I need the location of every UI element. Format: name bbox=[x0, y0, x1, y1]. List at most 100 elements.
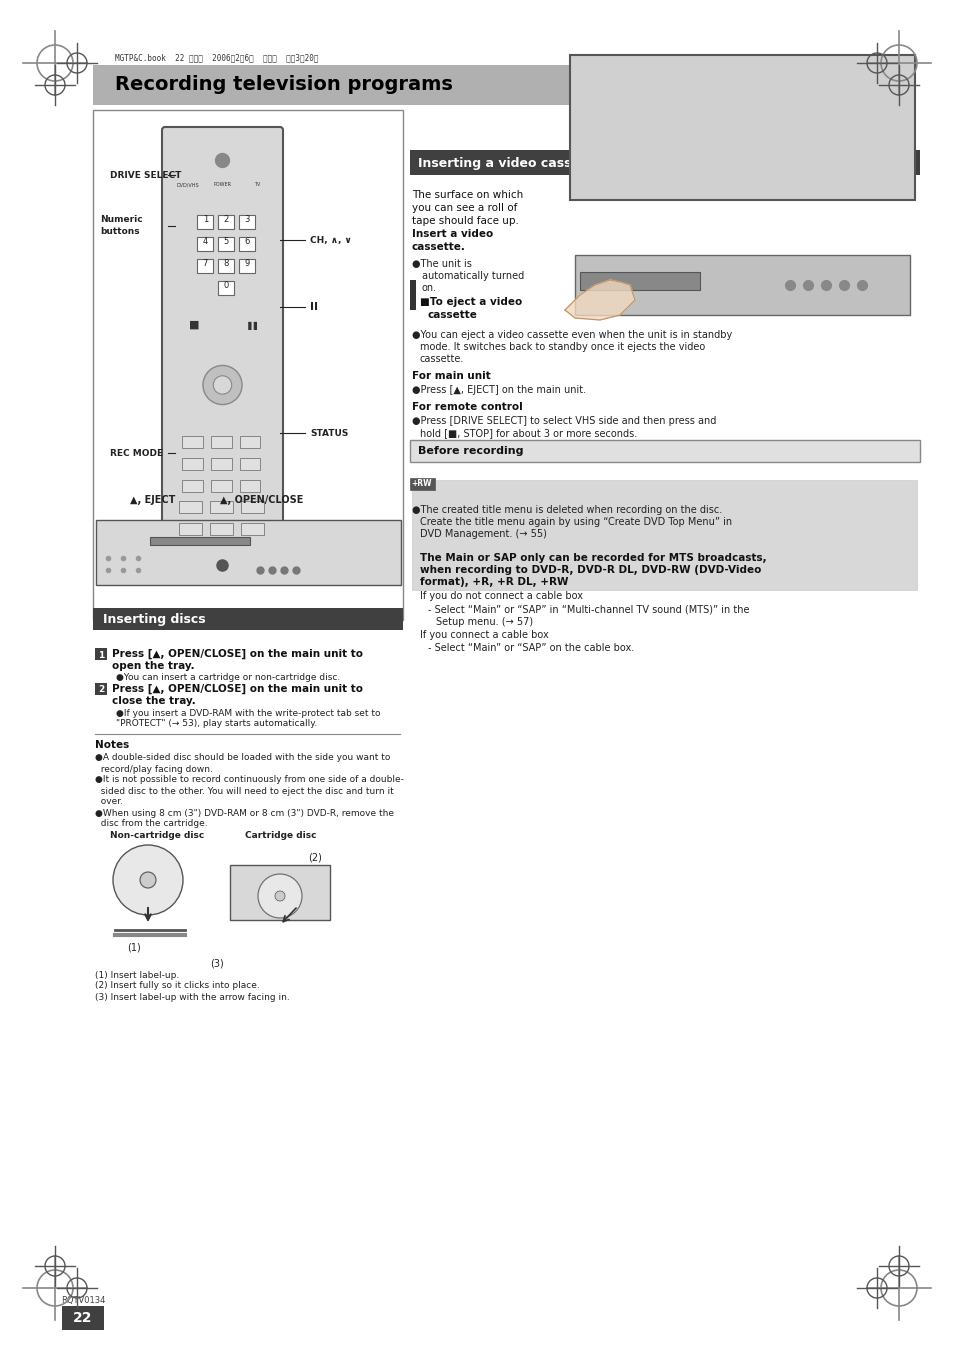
FancyBboxPatch shape bbox=[162, 127, 283, 563]
Text: +RW: +RW bbox=[412, 480, 432, 489]
Text: The Main or SAP only can be recorded for MTS broadcasts,: The Main or SAP only can be recorded for… bbox=[419, 553, 766, 563]
Bar bbox=[230, 865, 330, 920]
Text: 2: 2 bbox=[98, 685, 104, 694]
Bar bbox=[150, 536, 250, 544]
Text: ●Press [▲, EJECT] on the main unit.: ●Press [▲, EJECT] on the main unit. bbox=[412, 385, 585, 394]
Bar bbox=[96, 520, 400, 585]
Bar bbox=[217, 236, 233, 251]
Text: II: II bbox=[310, 303, 317, 312]
Text: cassette.: cassette. bbox=[419, 354, 464, 363]
Text: (2) Insert fully so it clicks into place.: (2) Insert fully so it clicks into place… bbox=[95, 981, 259, 990]
Circle shape bbox=[213, 376, 232, 394]
Bar bbox=[210, 523, 233, 535]
Text: Press [▲, OPEN/CLOSE] on the main unit to: Press [▲, OPEN/CLOSE] on the main unit t… bbox=[112, 648, 363, 659]
Bar bbox=[92, 109, 402, 620]
Text: Before recording: Before recording bbox=[417, 446, 523, 457]
Polygon shape bbox=[564, 280, 635, 320]
Text: ●When using 8 cm (3") DVD-RAM or 8 cm (3") DVD-R, remove the: ●When using 8 cm (3") DVD-RAM or 8 cm (3… bbox=[95, 808, 394, 817]
Text: Cartridge disc: Cartridge disc bbox=[245, 831, 316, 840]
Text: For remote control: For remote control bbox=[412, 403, 522, 412]
Text: Inserting discs: Inserting discs bbox=[103, 612, 206, 626]
Text: sided disc to the other. You will need to eject the disc and turn it: sided disc to the other. You will need t… bbox=[95, 786, 394, 796]
Bar bbox=[241, 523, 264, 535]
Bar bbox=[62, 1306, 104, 1329]
Circle shape bbox=[257, 874, 302, 917]
Bar bbox=[182, 436, 203, 449]
Text: 5: 5 bbox=[223, 238, 229, 246]
Text: - Select “Main” or “SAP” on the cable box.: - Select “Main” or “SAP” on the cable bo… bbox=[428, 643, 634, 653]
Bar bbox=[579, 272, 700, 290]
Bar bbox=[410, 150, 919, 176]
Text: TV: TV bbox=[253, 182, 260, 188]
Bar bbox=[239, 458, 260, 470]
Text: DVD Management. (→ 55): DVD Management. (→ 55) bbox=[419, 530, 546, 539]
Text: (3) Insert label-up with the arrow facing in.: (3) Insert label-up with the arrow facin… bbox=[95, 993, 290, 1001]
Bar bbox=[217, 281, 233, 295]
Text: MGTP&C.book  22 ページ  2006年2月6日  月曜日  午後3時20分: MGTP&C.book 22 ページ 2006年2月6日 月曜日 午後3時20分 bbox=[115, 54, 318, 62]
Bar bbox=[238, 215, 254, 230]
Text: Recording television programs: Recording television programs bbox=[115, 76, 453, 95]
Text: (3): (3) bbox=[210, 958, 224, 969]
Text: STATUS: STATUS bbox=[310, 428, 348, 438]
Bar bbox=[178, 523, 202, 535]
Text: The surface on which: The surface on which bbox=[412, 190, 522, 200]
Text: Insert a video: Insert a video bbox=[412, 230, 493, 239]
Text: If you do not connect a cable box: If you do not connect a cable box bbox=[419, 590, 582, 601]
Circle shape bbox=[112, 844, 183, 915]
Bar bbox=[217, 215, 233, 230]
Bar bbox=[95, 648, 107, 661]
Bar bbox=[410, 440, 919, 462]
Text: - Select “Main” or “SAP” in “Multi-channel TV sound (MTS)” in the: - Select “Main” or “SAP” in “Multi-chann… bbox=[428, 604, 749, 613]
Text: hold [■, STOP] for about 3 or more seconds.: hold [■, STOP] for about 3 or more secon… bbox=[419, 428, 637, 438]
Text: 7: 7 bbox=[202, 259, 208, 269]
Text: ▲, OPEN/CLOSE: ▲, OPEN/CLOSE bbox=[220, 494, 303, 505]
Text: ▐▐: ▐▐ bbox=[245, 320, 257, 330]
Bar bbox=[211, 458, 232, 470]
Bar bbox=[410, 280, 416, 309]
Text: RQTV0134: RQTV0134 bbox=[61, 1296, 105, 1305]
Text: Notes: Notes bbox=[95, 740, 129, 750]
Text: ■To eject a video: ■To eject a video bbox=[419, 297, 521, 307]
Bar bbox=[197, 236, 213, 251]
Bar bbox=[178, 501, 202, 513]
Text: disc from the cartridge.: disc from the cartridge. bbox=[95, 820, 208, 828]
Text: on.: on. bbox=[421, 282, 436, 293]
Text: (1): (1) bbox=[127, 942, 141, 952]
Text: 1: 1 bbox=[202, 216, 208, 224]
Text: ▲, EJECT: ▲, EJECT bbox=[130, 494, 175, 505]
Text: Numeric: Numeric bbox=[100, 216, 143, 224]
Bar bbox=[197, 259, 213, 273]
Text: DRIVE SELECT: DRIVE SELECT bbox=[110, 170, 181, 180]
Text: 9: 9 bbox=[244, 259, 249, 269]
Text: when recording to DVD-R, DVD-R DL, DVD-RW (DVD-Video: when recording to DVD-R, DVD-R DL, DVD-R… bbox=[419, 565, 760, 576]
Text: For main unit: For main unit bbox=[412, 372, 490, 381]
Bar bbox=[92, 65, 861, 105]
Bar bbox=[92, 608, 402, 630]
Text: POWER: POWER bbox=[213, 182, 232, 188]
Text: ●Press [DRIVE SELECT] to select VHS side and then press and: ●Press [DRIVE SELECT] to select VHS side… bbox=[412, 416, 716, 426]
Bar bbox=[569, 55, 914, 200]
Text: (1) Insert label-up.: (1) Insert label-up. bbox=[95, 970, 179, 979]
Text: 1: 1 bbox=[98, 650, 104, 659]
Text: over.: over. bbox=[95, 797, 123, 807]
Text: DVD/VHS: DVD/VHS bbox=[176, 182, 199, 188]
Text: 22: 22 bbox=[73, 1310, 92, 1325]
Bar bbox=[197, 215, 213, 230]
Text: 2: 2 bbox=[223, 216, 229, 224]
Text: ●You can eject a video cassette even when the unit is in standby: ●You can eject a video cassette even whe… bbox=[412, 330, 732, 340]
Text: Setup menu. (→ 57): Setup menu. (→ 57) bbox=[436, 617, 533, 627]
Bar bbox=[211, 436, 232, 449]
Bar bbox=[238, 259, 254, 273]
Bar bbox=[412, 480, 916, 590]
Text: 8: 8 bbox=[223, 259, 229, 269]
Text: ●The unit is: ●The unit is bbox=[412, 259, 472, 269]
Text: buttons: buttons bbox=[100, 227, 139, 236]
Bar bbox=[410, 478, 435, 490]
Bar bbox=[238, 236, 254, 251]
Text: If you connect a cable box: If you connect a cable box bbox=[419, 630, 548, 640]
Text: Create the title menu again by using “Create DVD Top Menu” in: Create the title menu again by using “Cr… bbox=[419, 517, 731, 527]
Circle shape bbox=[140, 871, 156, 888]
Text: Press [▲, OPEN/CLOSE] on the main unit to: Press [▲, OPEN/CLOSE] on the main unit t… bbox=[112, 684, 363, 694]
Text: ●If you insert a DVD-RAM with the write-protect tab set to: ●If you insert a DVD-RAM with the write-… bbox=[116, 708, 380, 717]
Bar bbox=[95, 684, 107, 694]
